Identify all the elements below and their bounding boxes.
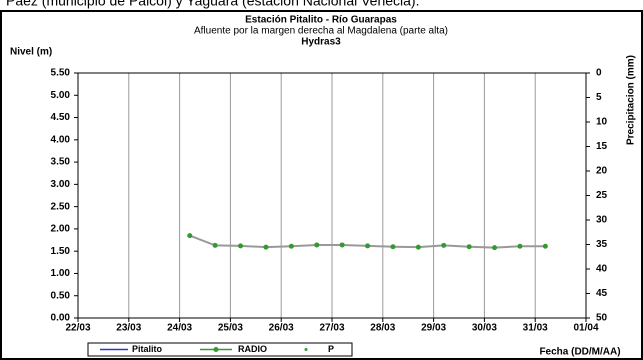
y2-axis-label: Precipitacion (mm)	[626, 55, 637, 145]
legend-label: P	[328, 344, 334, 354]
data-point	[288, 243, 294, 249]
y-tick-label: 5.50	[51, 68, 71, 79]
chart-source: Hydras3	[301, 37, 341, 48]
y2-tick-label: 35	[596, 239, 608, 250]
x-tick-label: 01/04	[573, 323, 598, 334]
y2-tick-label: 10	[596, 117, 608, 128]
x-tick-label: 26/03	[269, 323, 294, 334]
chart-frame	[0, 10, 643, 360]
y2-tick-label: 50	[596, 313, 608, 324]
x-tick-label: 28/03	[370, 323, 395, 334]
data-point	[492, 245, 498, 251]
y-tick-label: 1.00	[51, 268, 71, 279]
data-point	[314, 242, 320, 248]
y-tick-label: 2.00	[51, 224, 71, 235]
data-point	[466, 244, 472, 250]
data-point	[339, 242, 345, 248]
legend-marker	[304, 348, 308, 351]
y2-tick-label: 20	[596, 166, 608, 177]
y2-tick-label: 40	[596, 264, 608, 275]
y-tick-label: 5.00	[51, 90, 71, 101]
data-point	[187, 233, 193, 239]
data-point	[212, 242, 218, 248]
chart-subtitle: Afluente por la margen derecha al Magdal…	[194, 26, 448, 37]
y2-tick-label: 45	[596, 288, 608, 299]
x-tick-label: 25/03	[218, 323, 243, 334]
data-point	[365, 243, 371, 249]
y2-tick-label: 0	[596, 68, 602, 79]
x-tick-label: 30/03	[472, 323, 497, 334]
y-tick-label: 0.50	[51, 290, 71, 301]
data-point	[542, 243, 548, 249]
y-axis-label: Nivel (m)	[10, 47, 52, 58]
y-tick-label: 4.50	[51, 112, 71, 123]
x-tick-label: 27/03	[319, 323, 344, 334]
legend-label: RADIO	[238, 344, 267, 354]
data-point	[238, 243, 244, 249]
y2-tick-label: 30	[596, 215, 608, 226]
y2-tick-label: 15	[596, 141, 608, 152]
y2-tick-label: 5	[596, 92, 602, 103]
data-point	[263, 244, 269, 250]
y-tick-label: 1.50	[51, 246, 71, 257]
plot-area	[77, 72, 587, 319]
y2-tick-label: 25	[596, 190, 608, 201]
x-axis-label: Fecha (DD/M/AA)	[539, 347, 620, 358]
y-tick-label: 4.00	[51, 134, 71, 145]
data-point	[390, 244, 396, 250]
header-text: Páez (municipio de Paicol) y Yaguará (es…	[6, 0, 420, 9]
legend-label: Pitalito	[132, 344, 163, 354]
y-tick-label: 3.00	[51, 179, 71, 190]
x-tick-label: 22/03	[65, 323, 90, 334]
x-tick-label: 24/03	[167, 323, 192, 334]
x-tick-label: 29/03	[421, 323, 446, 334]
legend-marker	[213, 347, 219, 352]
data-point	[441, 242, 447, 248]
x-tick-label: 23/03	[116, 323, 141, 334]
x-tick-label: 31/03	[523, 323, 548, 334]
chart-title: Estación Pitalito - Río Guarapas	[245, 15, 397, 26]
data-point	[517, 243, 523, 249]
y-tick-label: 3.50	[51, 157, 71, 168]
y-tick-label: 2.50	[51, 201, 71, 212]
y-tick-label: 0.00	[51, 313, 71, 324]
data-point	[415, 244, 421, 250]
